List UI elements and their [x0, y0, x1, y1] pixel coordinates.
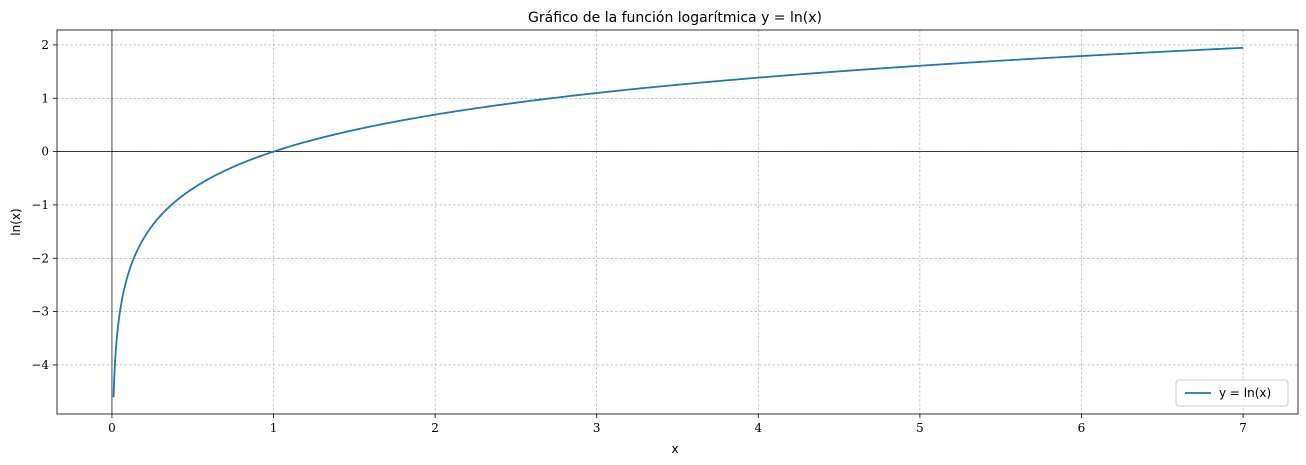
- y-tick-label: −2: [31, 251, 49, 265]
- chart-title: Gráfico de la función logarítmica y = ln…: [528, 10, 822, 26]
- x-tick-label: 4: [754, 421, 762, 435]
- x-tick-label: 2: [431, 421, 439, 435]
- x-tick-label: 3: [593, 421, 601, 435]
- y-tick-label: 0: [41, 145, 49, 159]
- grid: [57, 30, 1298, 414]
- y-axis-label: ln(x): [9, 208, 23, 235]
- x-axis-label: x: [671, 442, 678, 456]
- y-axis: −4 −3 −2 −1 0 1 2: [31, 38, 57, 372]
- legend-box: [1175, 379, 1289, 407]
- series-layer: [112, 46, 1244, 398]
- series-line: [112, 46, 1244, 398]
- y-tick-label: −1: [31, 198, 49, 212]
- plot-frame: [56, 29, 1299, 415]
- legend: y = ln(x): [1175, 379, 1289, 407]
- y-tick-label: −4: [31, 358, 49, 372]
- x-tick-label: 0: [108, 421, 116, 435]
- x-tick-label: 7: [1239, 421, 1247, 435]
- x-tick-label: 6: [1078, 421, 1086, 435]
- reference-lines: [57, 30, 1298, 414]
- legend-label: y = ln(x): [1219, 386, 1271, 400]
- x-tick-label: 5: [916, 421, 924, 435]
- y-tick-label: 2: [41, 38, 49, 52]
- y-tick-label: −3: [31, 305, 49, 319]
- y-tick-label: 1: [41, 91, 49, 105]
- x-axis: 0 1 2 3 4 5 6 7: [108, 414, 1247, 435]
- x-tick-label: 1: [270, 421, 278, 435]
